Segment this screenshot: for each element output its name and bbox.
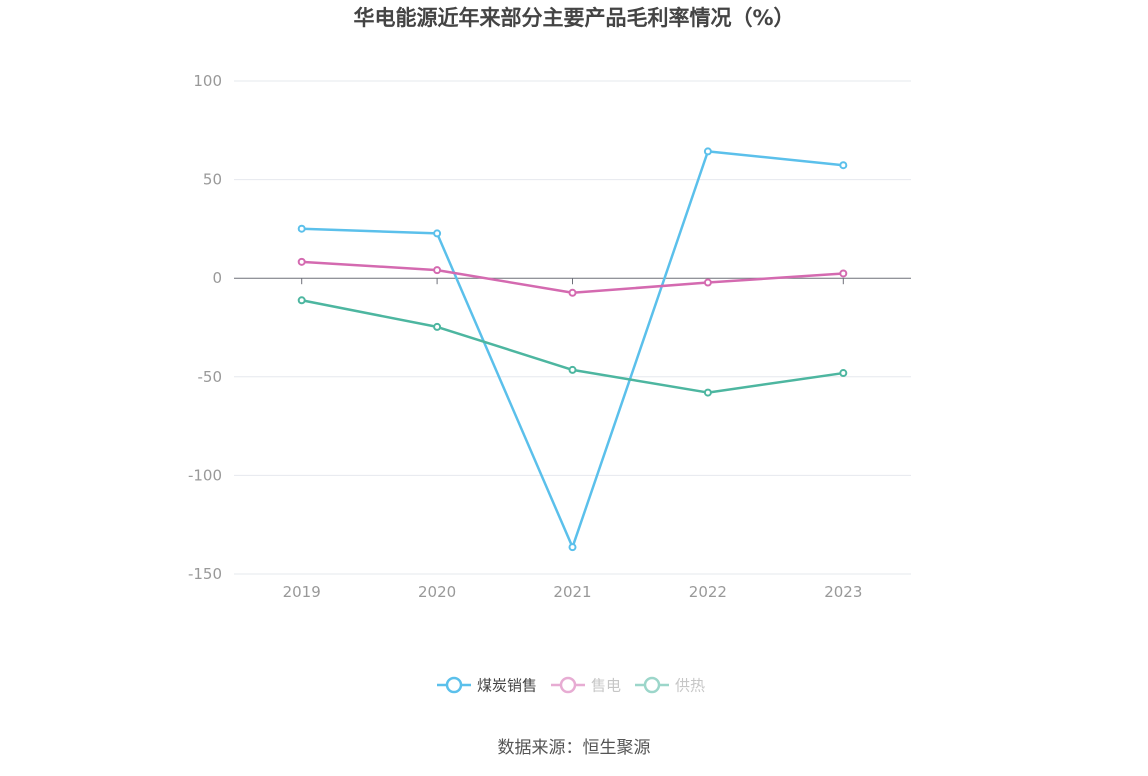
data-point[interactable] (568, 543, 577, 552)
legend-item-2[interactable]: 售电 (551, 677, 621, 695)
data-point[interactable] (839, 161, 848, 170)
x-tick-label: 2021 (553, 583, 591, 601)
legend-item-3[interactable]: 供热 (635, 677, 705, 695)
data-point[interactable] (568, 365, 577, 374)
data-point[interactable] (297, 296, 306, 305)
series-lines (297, 147, 848, 552)
y-axis-labels: 100 50 0 -50 -100 -150 (188, 72, 222, 583)
data-point[interactable] (703, 278, 712, 287)
legend-label: 售电 (591, 677, 621, 695)
x-tick-label: 2022 (689, 583, 727, 601)
y-tick-label: 0 (212, 269, 222, 287)
legend-circle-icon (643, 676, 661, 694)
y-tick-label: -100 (188, 466, 222, 484)
y-tick-label: -150 (188, 565, 222, 583)
series-line (301, 150, 844, 549)
data-point[interactable] (703, 147, 712, 156)
data-point[interactable] (433, 266, 442, 275)
data-point[interactable] (839, 369, 848, 378)
y-tick-label: 100 (193, 72, 222, 90)
series-line (301, 299, 844, 394)
data-point[interactable] (433, 322, 442, 331)
x-axis (234, 277, 911, 285)
legend-label: 煤炭销售 (477, 677, 537, 695)
chart-title: 华电能源近年来部分主要产品毛利率情况（%） (353, 6, 795, 30)
series-line (301, 260, 844, 295)
data-point[interactable] (703, 388, 712, 397)
legend[interactable]: 煤炭销售 售电 供热 (437, 677, 705, 695)
grid-lines (234, 80, 911, 575)
series-1 (297, 147, 848, 552)
data-point[interactable] (433, 229, 442, 238)
legend-label: 供热 (675, 677, 705, 695)
y-tick-label: 50 (203, 171, 222, 189)
source-note: 数据来源：恒生聚源 (497, 738, 651, 758)
legend-circle-icon (445, 676, 463, 694)
data-point[interactable] (297, 257, 306, 266)
data-point[interactable] (839, 269, 848, 278)
series-3 (297, 296, 848, 397)
x-tick-label: 2020 (418, 583, 456, 601)
x-tick-label: 2019 (283, 583, 321, 601)
x-axis-labels: 2019 2020 2021 2022 2023 (283, 583, 863, 601)
legend-circle-icon (559, 676, 577, 694)
data-point[interactable] (568, 288, 577, 297)
y-tick-label: -50 (198, 368, 223, 386)
x-tick-label: 2023 (824, 583, 862, 601)
legend-item-1[interactable]: 煤炭销售 (437, 677, 537, 695)
data-point[interactable] (297, 224, 306, 233)
series-2 (297, 257, 848, 297)
